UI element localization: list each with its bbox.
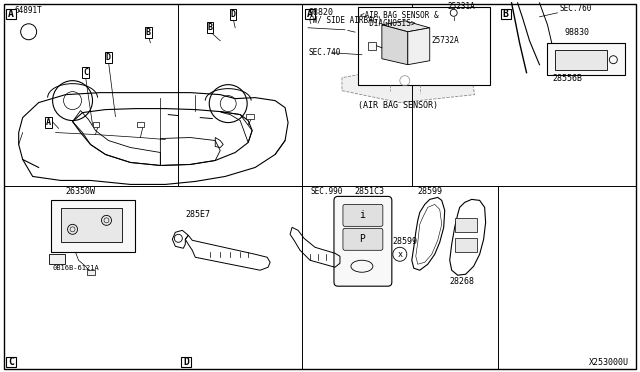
Text: 25732A: 25732A [432, 36, 460, 45]
Bar [93, 122, 99, 126]
Bar [61, 208, 122, 242]
Bar [138, 122, 145, 126]
Polygon shape [382, 25, 408, 65]
Text: 64891T: 64891T [15, 6, 42, 15]
Bar [358, 7, 490, 85]
FancyBboxPatch shape [106, 52, 111, 63]
Text: C: C [8, 357, 13, 367]
Text: 285E7: 285E7 [186, 210, 211, 219]
Text: i: i [359, 210, 365, 220]
Text: SEC.760: SEC.760 [559, 4, 592, 13]
Bar [86, 270, 95, 275]
Text: <AIR BAG SENSOR &: <AIR BAG SENSOR & [360, 11, 438, 20]
Text: X253000U: X253000U [589, 358, 629, 367]
Text: B: B [502, 9, 509, 19]
FancyBboxPatch shape [343, 204, 383, 226]
Bar [454, 218, 477, 232]
Text: DIAGNOSIS>: DIAGNOSIS> [360, 19, 415, 28]
Text: A: A [307, 9, 313, 19]
Polygon shape [342, 63, 475, 103]
Polygon shape [382, 21, 429, 32]
Text: 98830: 98830 [564, 28, 589, 37]
Text: B: B [146, 28, 151, 37]
FancyBboxPatch shape [207, 22, 213, 33]
Bar [6, 357, 16, 367]
FancyBboxPatch shape [230, 9, 236, 20]
Text: 2851C3: 2851C3 [355, 187, 385, 196]
Text: 25231A: 25231A [448, 2, 476, 11]
Polygon shape [408, 28, 429, 65]
Bar [500, 9, 511, 19]
Text: 0B16B-6121A: 0B16B-6121A [52, 265, 99, 271]
Text: C: C [83, 68, 88, 77]
FancyBboxPatch shape [145, 28, 152, 38]
FancyBboxPatch shape [343, 228, 383, 250]
Text: x: x [397, 250, 403, 259]
Bar [51, 201, 136, 252]
FancyBboxPatch shape [83, 67, 89, 78]
Text: B: B [208, 23, 212, 32]
Bar [246, 113, 254, 119]
Text: A: A [8, 9, 13, 19]
Bar [556, 50, 607, 70]
Text: (AIR BAG SENSOR): (AIR BAG SENSOR) [358, 100, 438, 110]
Text: SEC.990: SEC.990 [310, 187, 342, 196]
Text: SEC.740: SEC.740 [308, 48, 340, 57]
Text: (W/ SIDE AIRBAG): (W/ SIDE AIRBAG) [308, 16, 382, 25]
Text: A: A [46, 118, 51, 127]
Bar [49, 254, 65, 264]
Text: D: D [106, 53, 111, 62]
Text: 98820: 98820 [308, 8, 333, 17]
Bar [368, 42, 376, 50]
Bar [547, 43, 625, 75]
Text: 26350W: 26350W [65, 187, 95, 196]
Text: D: D [230, 10, 236, 19]
Text: P: P [359, 234, 365, 244]
Text: D: D [184, 357, 189, 367]
Text: 28556B: 28556B [552, 74, 582, 83]
Text: 28599: 28599 [393, 237, 418, 246]
FancyBboxPatch shape [45, 117, 52, 128]
FancyBboxPatch shape [334, 196, 392, 286]
Bar [454, 238, 477, 252]
Bar [305, 9, 315, 19]
Bar [6, 9, 16, 19]
Bar [181, 357, 191, 367]
Text: 28268: 28268 [450, 277, 475, 286]
Text: 28599: 28599 [418, 187, 443, 196]
